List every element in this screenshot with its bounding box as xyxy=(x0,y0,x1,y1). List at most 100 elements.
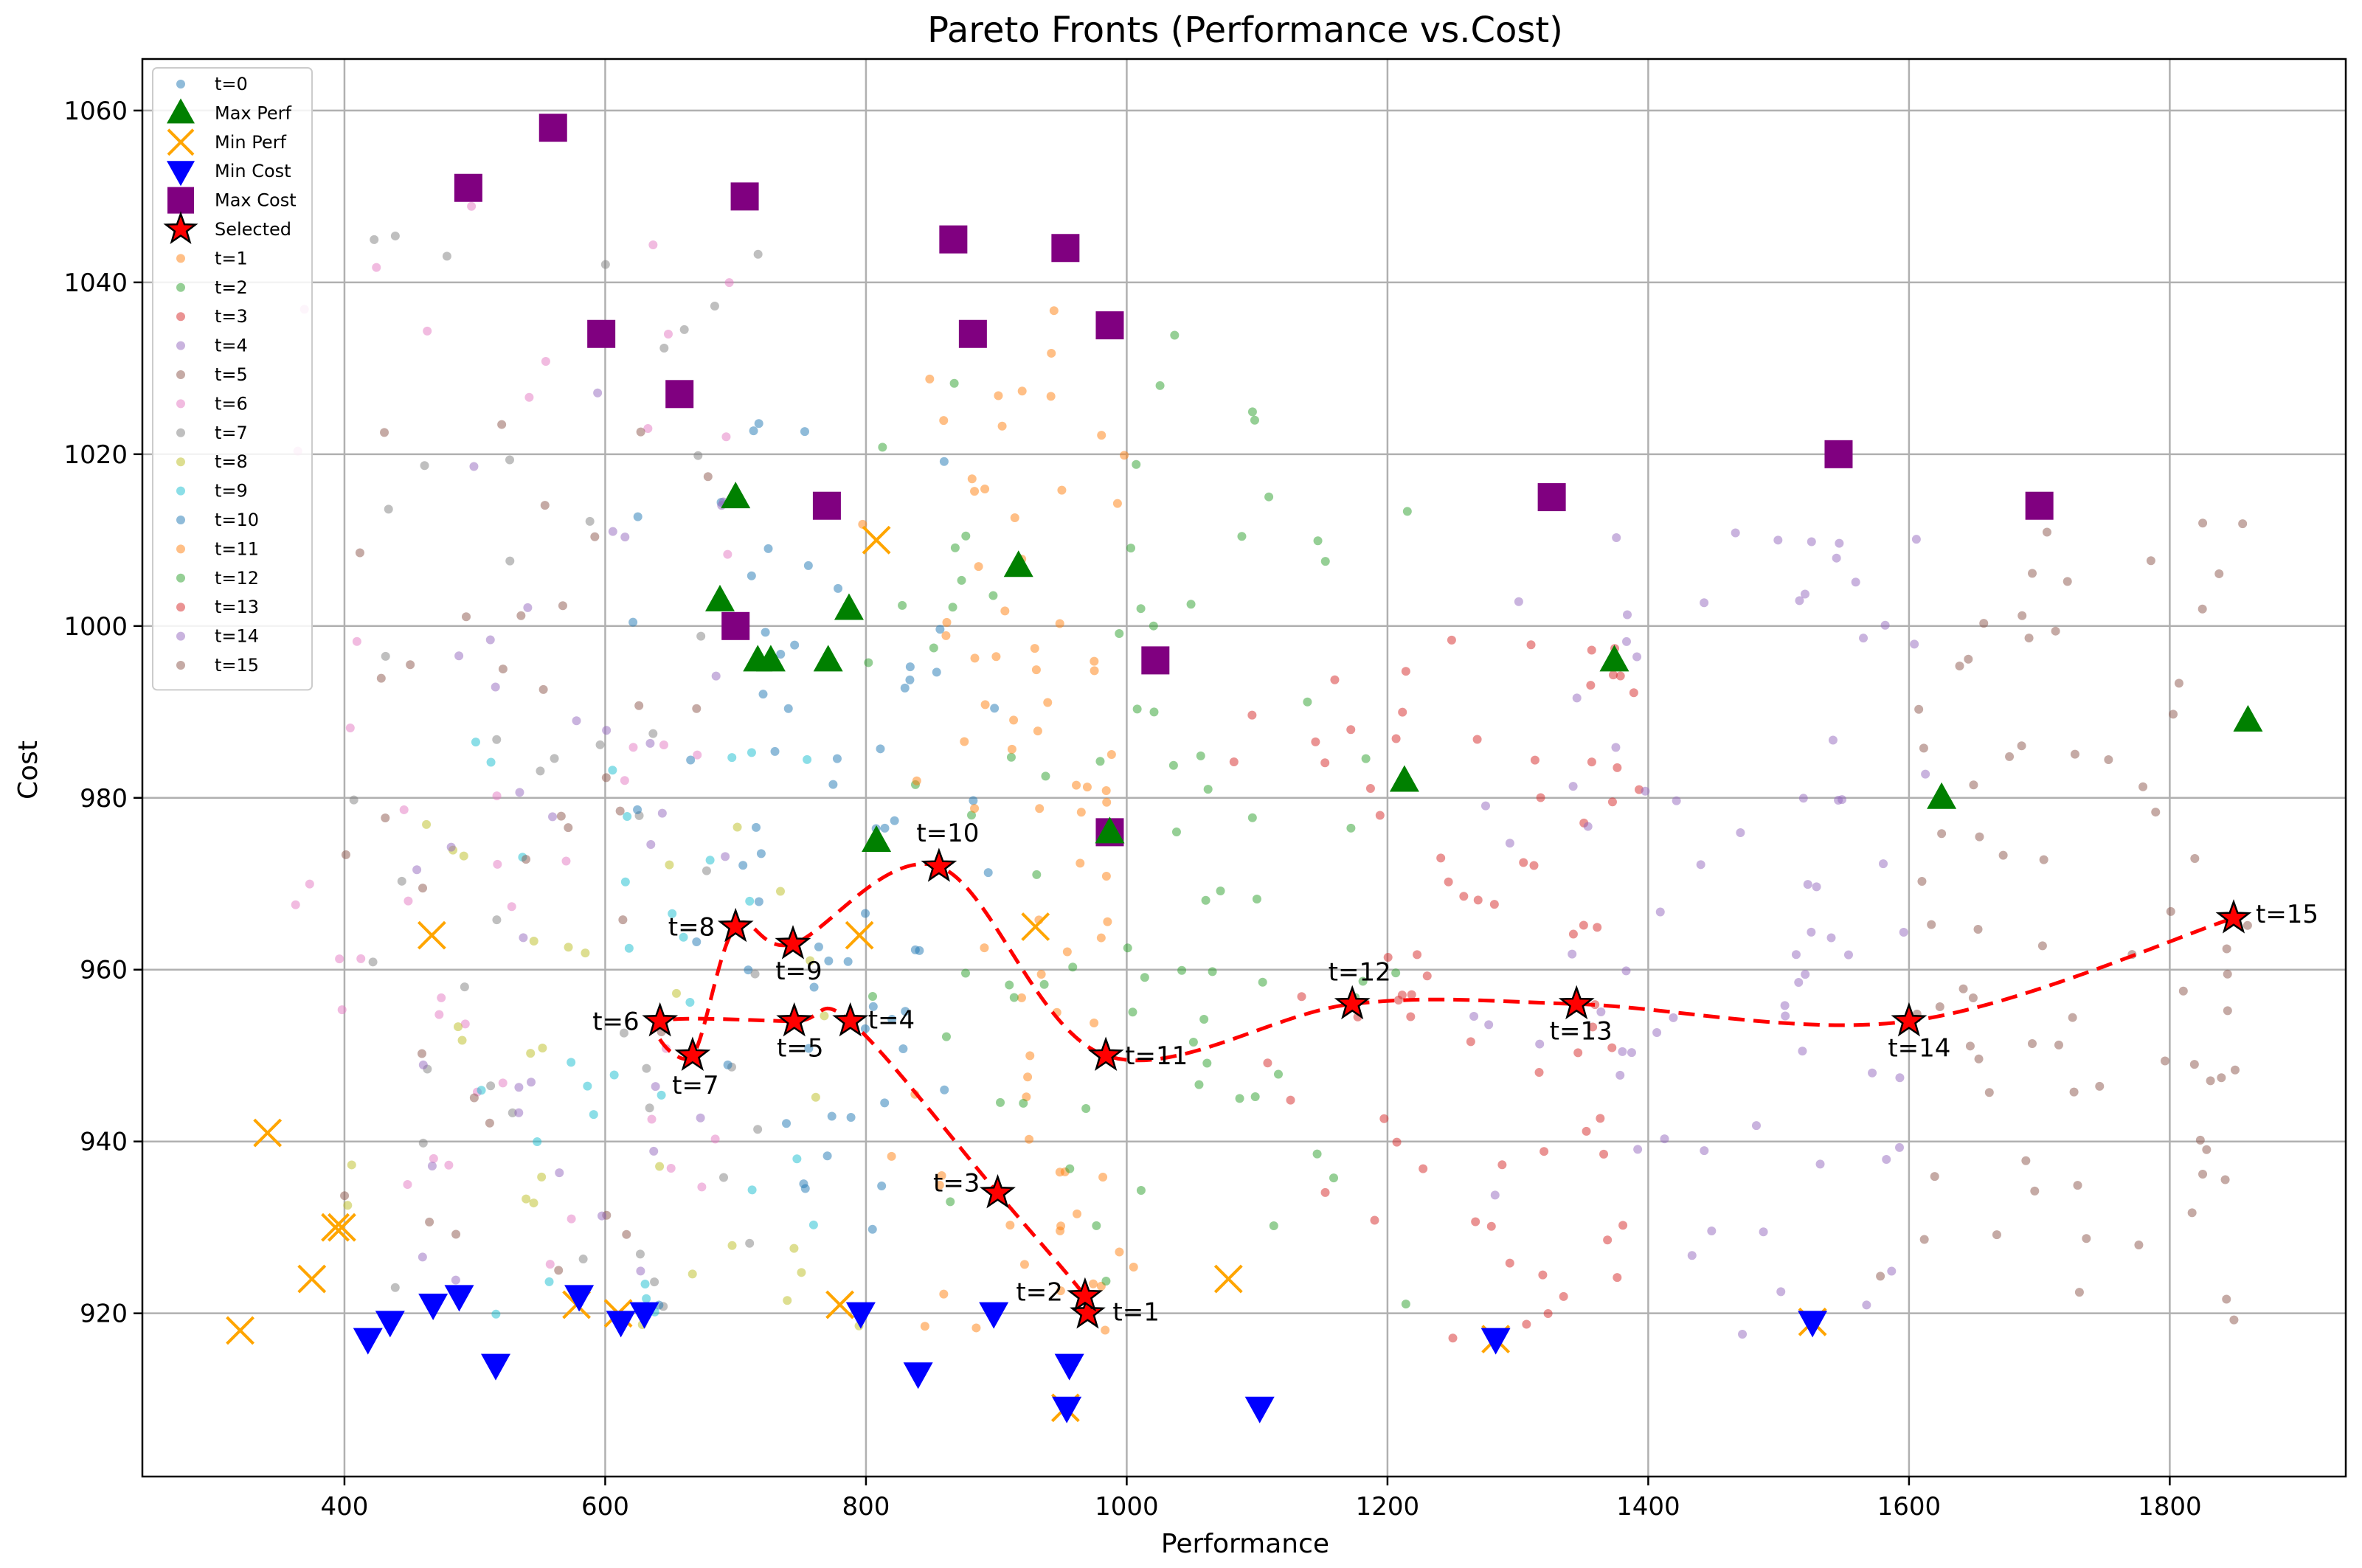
scatter-point xyxy=(969,796,978,805)
scatter-point xyxy=(2169,710,2178,719)
scatter-point xyxy=(429,1154,438,1163)
scatter-point xyxy=(404,896,413,906)
scatter-point xyxy=(1330,675,1340,684)
scatter-point xyxy=(1917,876,1927,886)
scatter-point xyxy=(1969,780,1978,790)
scatter-point xyxy=(352,636,361,646)
scatter-point xyxy=(1056,1286,1065,1296)
min-cost-marker xyxy=(845,1302,876,1329)
scatter-point xyxy=(305,879,314,889)
scatter-point xyxy=(820,1011,829,1021)
scatter-point xyxy=(1930,1172,1939,1182)
scatter-point xyxy=(1473,895,1483,905)
scatter-point xyxy=(1543,1309,1553,1319)
scatter-point xyxy=(593,388,603,398)
scatter-point xyxy=(2202,1145,2212,1154)
min-cost-marker xyxy=(444,1285,474,1312)
scatter-point xyxy=(693,750,702,760)
min-perf-stroke xyxy=(417,920,446,950)
scatter-point xyxy=(1992,1230,2001,1240)
selected-star xyxy=(921,847,957,882)
scatter-point xyxy=(1346,725,1356,735)
scatter-point xyxy=(1921,769,1930,779)
legend-dot-marker xyxy=(176,312,185,322)
scatter-point xyxy=(471,738,480,747)
scatter-point xyxy=(1707,1227,1717,1236)
x-tick-label: 1800 xyxy=(2138,1492,2202,1522)
scatter-point xyxy=(1700,1146,1709,1156)
scatter-point xyxy=(1603,1235,1613,1245)
scatter-point xyxy=(1910,639,1919,649)
scatter-point xyxy=(800,427,809,437)
legend-box xyxy=(152,67,313,691)
scatter-point xyxy=(1927,920,1936,929)
scatter-point xyxy=(345,724,355,733)
scatter-point xyxy=(1136,604,1146,614)
scatter-point xyxy=(538,1044,547,1053)
scatter-point xyxy=(1092,1221,1101,1230)
scatter-point xyxy=(1081,1104,1091,1114)
scatter-point xyxy=(343,1201,353,1210)
max-cost-marker xyxy=(454,173,482,202)
scatter-point xyxy=(702,866,711,875)
scatter-point xyxy=(946,1197,955,1207)
max-cost-marker xyxy=(665,380,694,409)
scatter-point xyxy=(620,533,630,542)
scatter-point xyxy=(887,1151,896,1161)
scatter-point xyxy=(646,840,656,850)
scatter-point xyxy=(1505,1258,1514,1268)
scatter-point xyxy=(2198,604,2207,614)
scatter-point xyxy=(540,501,550,510)
scatter-point xyxy=(650,1277,659,1287)
scatter-point xyxy=(390,1283,400,1292)
max-perf-marker xyxy=(1389,765,1419,792)
scatter-point xyxy=(1128,1007,1137,1017)
scatter-point xyxy=(1006,752,1016,762)
scatter-point xyxy=(1780,1001,1790,1010)
scatter-point xyxy=(867,1224,877,1234)
scatter-point xyxy=(988,591,998,600)
scatter-point xyxy=(1398,707,1407,717)
min-cost-marker xyxy=(1480,1328,1511,1355)
legend-entry: Max Cost xyxy=(167,187,297,214)
selected-star xyxy=(674,1036,711,1072)
scatter-point xyxy=(1807,537,1816,547)
scatter-point xyxy=(1057,485,1067,495)
scatter-point xyxy=(2222,1294,2231,1304)
scatter-point xyxy=(1859,634,1869,643)
scatter-point xyxy=(2217,1073,2226,1083)
scatter-point xyxy=(1973,925,1983,934)
scatter-point xyxy=(1834,795,1843,805)
scatter-point xyxy=(555,1168,564,1178)
legend-dot-marker xyxy=(176,457,185,467)
max-perf-marker xyxy=(1003,550,1033,577)
scatter-point xyxy=(980,700,990,710)
scatter-point xyxy=(548,812,558,822)
max-cost-marker xyxy=(730,182,759,211)
legend-triangle-up-marker xyxy=(167,98,195,124)
chart-title: Pareto Fronts (Performance vs.Cost) xyxy=(927,10,1563,51)
scatter-point xyxy=(828,780,838,789)
scatter-point xyxy=(384,504,393,514)
max-cost-marker xyxy=(2025,491,2054,520)
scatter-point xyxy=(1795,596,1804,606)
scatter-point xyxy=(1812,882,1821,892)
selected-star xyxy=(832,1002,869,1037)
scatter-point xyxy=(1615,1070,1625,1080)
scatter-point xyxy=(1529,861,1539,870)
scatter-point xyxy=(390,231,400,240)
scatter-point xyxy=(659,740,668,749)
scatter-point xyxy=(1583,822,1593,831)
scatter-point xyxy=(1984,1088,1994,1097)
scatter-point xyxy=(1801,970,1810,979)
scatter-point xyxy=(2229,1315,2239,1325)
scatter-point xyxy=(1530,755,1540,765)
scatter-point xyxy=(723,549,733,559)
scatter-point xyxy=(2104,755,2113,765)
scatter-point xyxy=(1379,1114,1389,1123)
scatter-point xyxy=(1486,1221,1496,1231)
scatter-point xyxy=(1979,619,1989,628)
legend-label: Min Perf xyxy=(215,132,286,153)
scatter-point xyxy=(1025,1134,1034,1144)
scatter-point xyxy=(1194,1080,1204,1089)
